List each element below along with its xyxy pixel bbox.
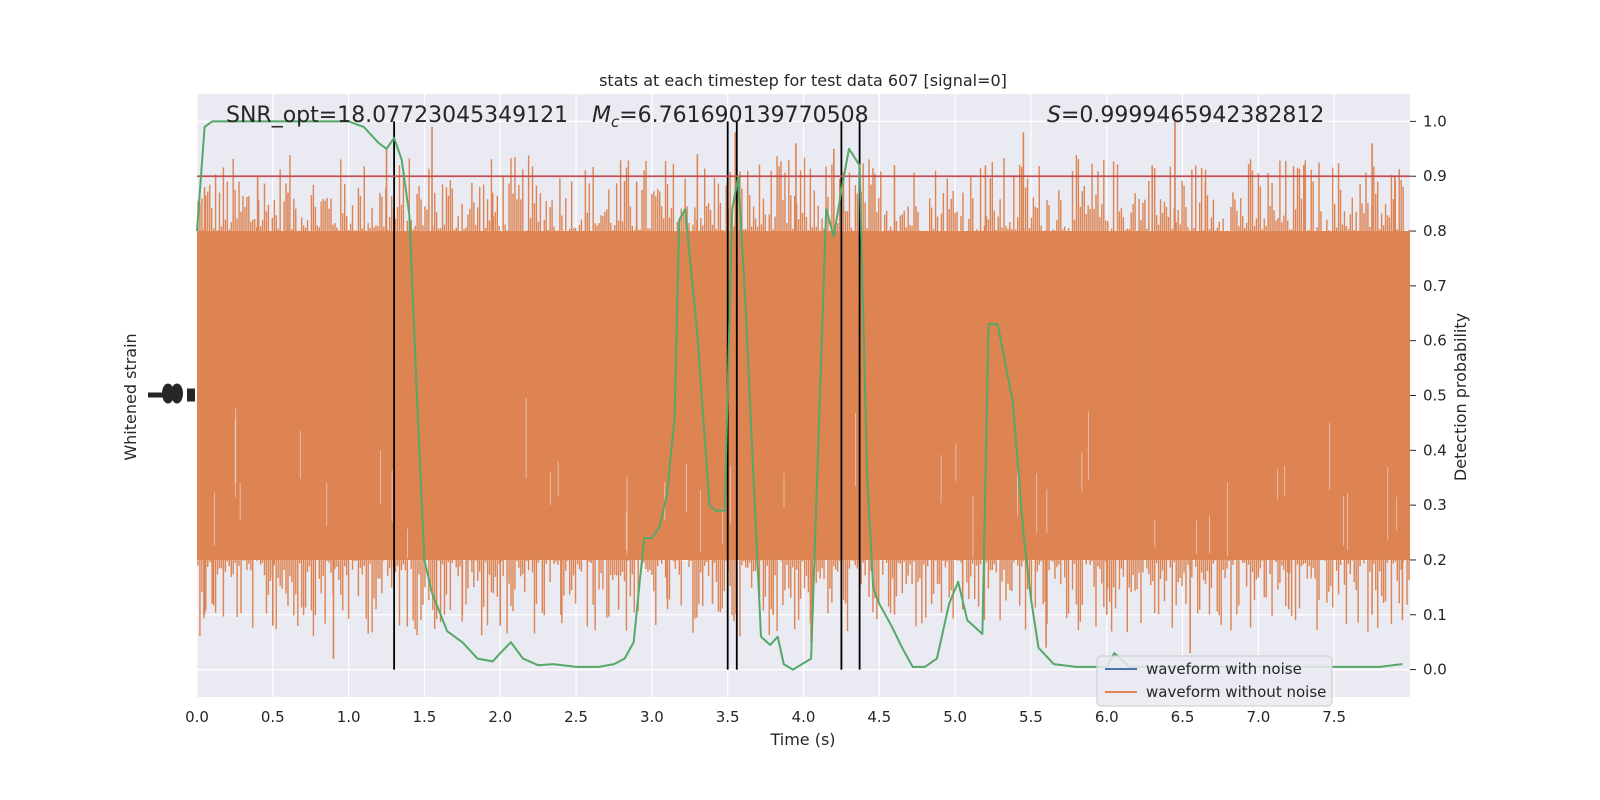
snr-annotation: SNR_opt=18.07723045349121 [226,103,568,128]
chirp-mass-annotation: Mc=6.761690139770508 [592,103,869,131]
left-tick-cluster [148,392,164,398]
chirp-mass-symbol: M [592,103,611,128]
y-tick-label: 0.0 [1423,661,1447,679]
chirp-mass-value: =6.761690139770508 [619,103,868,128]
y-tick-label: 1.0 [1423,112,1447,130]
x-tick-label: 3.5 [716,708,740,726]
x-tick-label: 4.0 [792,708,816,726]
y-tick-label: 0.8 [1423,222,1447,240]
x-tick-label: 6.5 [1171,708,1195,726]
x-tick-label: 7.5 [1322,708,1346,726]
y-tick-label: 0.9 [1423,167,1447,185]
x-tick-label: 6.0 [1095,708,1119,726]
y-tick-label: 0.3 [1423,496,1447,514]
x-axis-label: Time (s) [769,730,835,749]
strain-core-band [197,231,1410,560]
y-tick-label: 0.5 [1423,387,1447,405]
legend-label-noise: waveform with noise [1146,660,1302,678]
x-tick-label: 5.0 [943,708,967,726]
x-tick-label: 1.5 [413,708,437,726]
score-symbol: S [1047,103,1061,128]
x-tick-label: 0.5 [261,708,285,726]
y-tick-label: 0.6 [1423,332,1447,350]
legend: waveform with noise waveform without noi… [1096,655,1333,707]
probability-series [196,120,1403,671]
left-tick-cluster [162,383,174,404]
left-axis-ticks [148,383,195,404]
x-tick-label: 7.0 [1246,708,1270,726]
y-tick-label: 0.2 [1423,551,1447,569]
probability-line [196,120,1403,671]
x-tick-label: 0.0 [185,708,209,726]
x-axis: 0.0 0.5 1.0 1.5 2.0 2.5 3.0 3.5 4.0 4.5 5.0 5.5 6.0 6… [185,708,1346,726]
vertical-markers [393,121,861,670]
chart-title: stats at each timestep for test data 607… [599,71,1007,90]
chirp-mass-subscript: c [611,113,620,131]
y-tick-label: 0.4 [1423,441,1447,459]
legend-label-clean: waveform without noise [1146,683,1326,701]
x-tick-label: 3.0 [640,708,664,726]
strain-series [197,121,1410,670]
x-tick-label: 2.5 [564,708,588,726]
x-tick-label: 1.0 [337,708,361,726]
left-y-axis-label: Whitened strain [121,333,140,460]
left-tick-cluster [187,388,195,402]
x-tick-label: 2.0 [488,708,512,726]
legend-box [1096,655,1333,707]
left-tick-cluster [171,383,183,404]
x-tick-label: 5.5 [1019,708,1043,726]
y-tick-label: 0.7 [1423,277,1447,295]
x-tick-label: 4.5 [867,708,891,726]
score-annotation: S=0.9999465942382812 [1047,103,1324,128]
right-y-axis-label: Detection probability [1451,313,1470,481]
right-y-axis: 0.0 0.1 0.2 0.3 0.4 0.5 0.6 0.7 0.8 0.9 1.0 [1410,112,1447,679]
score-value: =0.9999465942382812 [1061,103,1324,128]
y-tick-label: 0.1 [1423,606,1447,624]
